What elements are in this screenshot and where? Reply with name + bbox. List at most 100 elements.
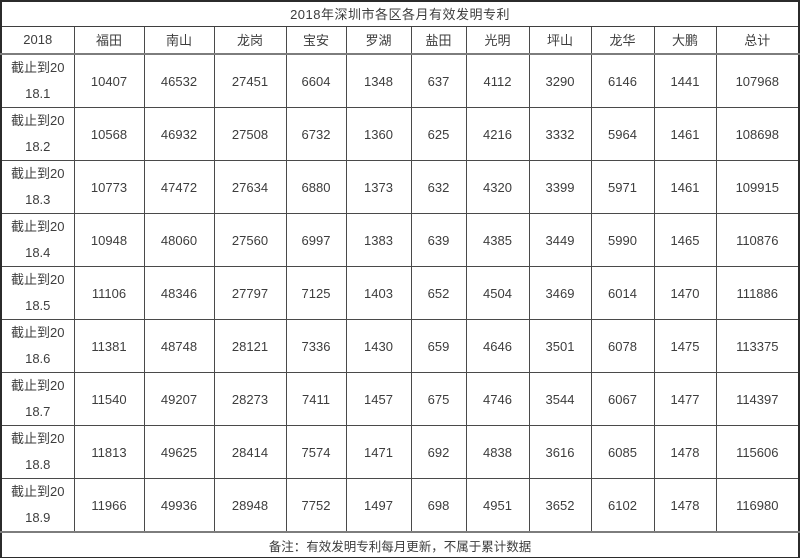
row-label: 截止到2018.5 xyxy=(0,266,75,320)
data-cell: 1475 xyxy=(653,319,717,373)
data-cell: 111886 xyxy=(715,266,800,320)
data-cell: 49936 xyxy=(143,478,215,533)
row-label: 截止到2018.4 xyxy=(0,213,75,267)
data-cell: 7336 xyxy=(285,319,347,373)
column-header: 南山 xyxy=(143,25,215,55)
data-cell: 652 xyxy=(410,266,467,320)
data-cell: 7574 xyxy=(285,425,347,479)
data-cell: 3501 xyxy=(528,319,592,373)
data-cell: 4504 xyxy=(465,266,530,320)
column-header: 总计 xyxy=(715,25,800,55)
data-cell: 3290 xyxy=(528,53,592,108)
header-row: 2018 福田 南山 龙岗 宝安 罗湖 盐田 光明 坪山 龙华 大鹏 总计 xyxy=(0,25,800,55)
data-cell: 6604 xyxy=(285,53,347,108)
data-cell: 1461 xyxy=(653,160,717,214)
column-header: 光明 xyxy=(465,25,530,55)
data-cell: 3469 xyxy=(528,266,592,320)
title-row: 2018年深圳市各区各月有效发明专利 xyxy=(1,1,800,27)
table-title: 2018年深圳市各区各月有效发明专利 xyxy=(1,1,800,27)
data-cell: 632 xyxy=(410,160,467,214)
column-header: 坪山 xyxy=(528,25,592,55)
table-row: 截止到2018.1 10407 46532 27451 6604 1348 637 4112 3… xyxy=(0,53,800,108)
row-label: 截止到2018.3 xyxy=(0,160,75,214)
data-cell: 4746 xyxy=(465,372,530,426)
data-cell: 28414 xyxy=(213,425,287,479)
data-cell: 1461 xyxy=(653,107,717,161)
data-cell: 4951 xyxy=(465,478,530,533)
data-cell: 113375 xyxy=(715,319,800,373)
data-cell: 6014 xyxy=(590,266,655,320)
column-header: 大鹏 xyxy=(653,25,717,55)
data-cell: 10568 xyxy=(73,107,145,161)
data-cell: 27451 xyxy=(213,53,287,108)
data-cell: 115606 xyxy=(715,425,800,479)
data-cell: 639 xyxy=(410,213,467,267)
data-cell: 3616 xyxy=(528,425,592,479)
column-header: 福田 xyxy=(73,25,145,55)
data-cell: 114397 xyxy=(715,372,800,426)
data-cell: 4320 xyxy=(465,160,530,214)
data-cell: 6732 xyxy=(285,107,347,161)
data-cell: 6102 xyxy=(590,478,655,533)
data-cell: 48346 xyxy=(143,266,215,320)
data-cell: 1403 xyxy=(345,266,412,320)
table-footnote: 备注：有效发明专利每月更新，不属于累计数据 xyxy=(1,531,800,558)
data-cell: 28121 xyxy=(213,319,287,373)
data-cell: 10948 xyxy=(73,213,145,267)
table-row: 截止到2018.4 10948 48060 27560 6997 1383 639 4385 3… xyxy=(0,213,800,267)
data-cell: 11540 xyxy=(73,372,145,426)
data-cell: 27634 xyxy=(213,160,287,214)
data-cell: 11813 xyxy=(73,425,145,479)
data-cell: 4385 xyxy=(465,213,530,267)
data-cell: 108698 xyxy=(715,107,800,161)
data-cell: 4838 xyxy=(465,425,530,479)
corner-header: 2018 xyxy=(0,25,75,55)
table-row: 截止到2018.9 11966 49936 28948 7752 1497 698 4951 3… xyxy=(0,478,800,533)
data-cell: 1478 xyxy=(653,478,717,533)
data-cell: 625 xyxy=(410,107,467,161)
data-cell: 7752 xyxy=(285,478,347,533)
data-cell: 4216 xyxy=(465,107,530,161)
data-cell: 6146 xyxy=(590,53,655,108)
data-cell: 11106 xyxy=(73,266,145,320)
data-cell: 49625 xyxy=(143,425,215,479)
data-cell: 6078 xyxy=(590,319,655,373)
column-header: 龙岗 xyxy=(213,25,287,55)
data-cell: 27508 xyxy=(213,107,287,161)
data-cell: 692 xyxy=(410,425,467,479)
data-cell: 3544 xyxy=(528,372,592,426)
data-cell: 698 xyxy=(410,478,467,533)
data-cell: 6067 xyxy=(590,372,655,426)
data-cell: 10773 xyxy=(73,160,145,214)
data-cell: 1477 xyxy=(653,372,717,426)
data-cell: 1497 xyxy=(345,478,412,533)
table-row: 截止到2018.6 11381 48748 28121 7336 1430 659 4646 3… xyxy=(0,319,800,373)
table-body: 截止到2018.1 10407 46532 27451 6604 1348 637 4112 3… xyxy=(0,53,800,533)
column-header: 龙华 xyxy=(590,25,655,55)
data-cell: 6880 xyxy=(285,160,347,214)
data-cell: 7411 xyxy=(285,372,347,426)
row-label: 截止到2018.7 xyxy=(0,372,75,426)
data-cell: 46932 xyxy=(143,107,215,161)
data-cell: 5971 xyxy=(590,160,655,214)
column-header: 盐田 xyxy=(410,25,467,55)
row-label: 截止到2018.9 xyxy=(0,478,75,533)
data-cell: 110876 xyxy=(715,213,800,267)
data-cell: 675 xyxy=(410,372,467,426)
data-cell: 5990 xyxy=(590,213,655,267)
table-row: 截止到2018.7 11540 49207 28273 7411 1457 675 4746 3… xyxy=(0,372,800,426)
data-cell: 27797 xyxy=(213,266,287,320)
column-header: 罗湖 xyxy=(345,25,412,55)
data-cell: 1470 xyxy=(653,266,717,320)
data-cell: 4112 xyxy=(465,53,530,108)
row-label: 截止到2018.6 xyxy=(0,319,75,373)
data-cell: 28948 xyxy=(213,478,287,533)
data-cell: 1471 xyxy=(345,425,412,479)
data-cell: 48748 xyxy=(143,319,215,373)
data-cell: 116980 xyxy=(715,478,800,533)
data-cell: 637 xyxy=(410,53,467,108)
row-label: 截止到2018.1 xyxy=(0,53,75,108)
table-row: 截止到2018.3 10773 47472 27634 6880 1373 632 4320 3… xyxy=(0,160,800,214)
